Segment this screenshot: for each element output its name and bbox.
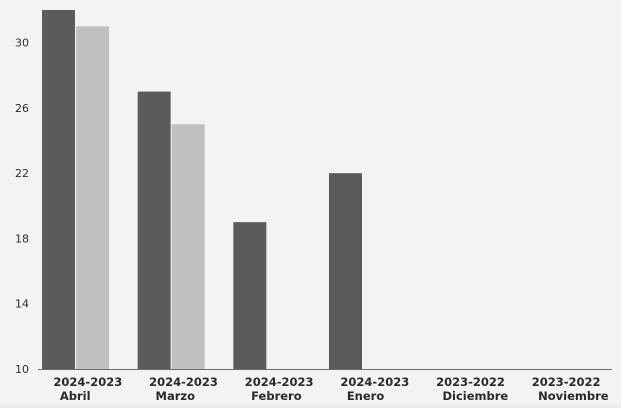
y-tick-label: 14: [15, 298, 29, 311]
x-tick-label-year: 2024-2023: [53, 375, 122, 389]
x-tick-label-month: Abril: [60, 389, 91, 403]
x-tick-label-year: 2023-2022: [532, 375, 601, 389]
x-tick-label-month: Febrero: [251, 389, 302, 403]
bars: [42, 10, 362, 370]
x-tick-label-year: 2023-2022: [436, 375, 505, 389]
bar-series1-febrero: [233, 222, 267, 369]
x-tick-label-month: Enero: [347, 389, 385, 403]
y-tick-label: 26: [15, 102, 29, 115]
y-tick-label: 18: [15, 232, 29, 245]
bar-series1-marzo: [137, 91, 171, 369]
x-tick-label-month: Diciembre: [443, 389, 509, 403]
y-axis: 10 14 18 22 26 30: [15, 37, 29, 376]
x-axis: 2024-2023Abril2024-2023Marzo2024-2023Feb…: [38, 369, 612, 403]
x-tick-label-month: Marzo: [156, 389, 196, 403]
bar-series1-enero: [329, 173, 362, 369]
y-tick-label: 10: [15, 363, 29, 376]
x-tick-label-year: 2024-2023: [340, 375, 409, 389]
bar-series2-marzo: [171, 124, 205, 370]
x-tick-label-month: Noviembre: [538, 389, 609, 403]
x-tick-label-year: 2024-2023: [149, 375, 218, 389]
y-tick-label: 22: [15, 167, 29, 180]
bar-series2-abril: [76, 26, 109, 370]
bar-series1-abril: [42, 10, 75, 369]
x-tick-label-year: 2024-2023: [245, 375, 314, 389]
y-tick-label: 30: [15, 37, 29, 50]
